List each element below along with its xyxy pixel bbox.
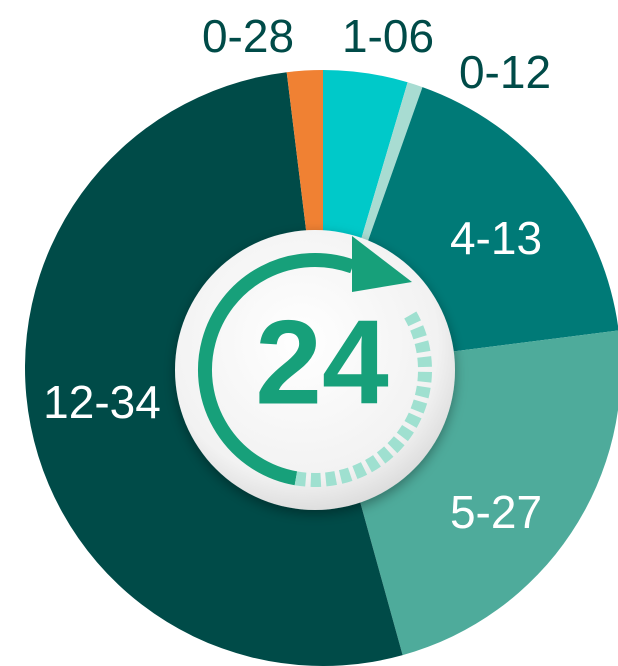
cycle-arrow	[352, 236, 412, 292]
slice-label: 0-28	[202, 10, 294, 62]
slice-label: 0-12	[459, 46, 551, 98]
slice-label: 1-06	[342, 10, 434, 62]
cycle-arc-dashed	[294, 311, 432, 487]
center-text: 24	[255, 296, 389, 430]
slice-label: 5-27	[450, 486, 542, 538]
slice-label: 12-34	[43, 376, 161, 428]
cycle-arc	[198, 253, 355, 486]
center-disc	[175, 230, 455, 510]
center-badge: 24	[175, 230, 455, 510]
labels: 1-06 0-12 4-13 5-27 12-34 0-28	[43, 10, 551, 538]
slice-label: 4-13	[450, 212, 542, 264]
